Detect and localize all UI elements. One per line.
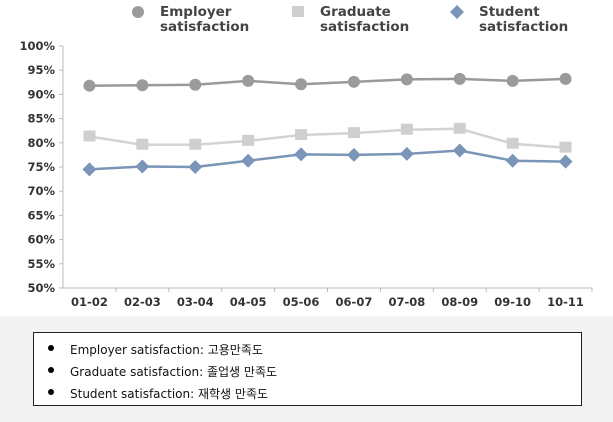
y-tick-label: 100%: [19, 39, 55, 53]
legend-label: Graduate: [320, 4, 391, 20]
x-tick-label: 04-05: [230, 295, 267, 309]
y-tick-label: 70%: [27, 184, 55, 198]
legend-marker-circle: [132, 6, 144, 18]
data-point-square: [400, 123, 413, 135]
data-point-diamond: [452, 143, 467, 158]
legend-label: satisfaction: [320, 19, 409, 35]
data-point-diamond: [505, 153, 520, 168]
legend-label: satisfaction: [160, 19, 249, 35]
data-point-diamond: [346, 147, 361, 162]
data-point-circle: [559, 72, 572, 85]
translation-note-box: Employer satisfaction: 고용만족도 Graduate sa…: [33, 332, 582, 406]
x-tick-label: 03-04: [177, 295, 214, 309]
data-point-circle: [400, 73, 413, 86]
y-tick-label: 75%: [27, 160, 55, 174]
data-point-circle: [136, 79, 149, 92]
data-point-square: [242, 134, 255, 146]
y-tick-label: 55%: [27, 257, 55, 271]
data-point-diamond: [188, 160, 203, 174]
legend-marker-square: [292, 6, 304, 17]
x-tick-label: 09-10: [494, 295, 531, 309]
data-point-square: [83, 130, 96, 142]
data-point-circle: [242, 74, 255, 87]
series-line-circle: [89, 77, 566, 87]
line-chart: 100% 95% 90% 85% 80% 75% 70% 65% 60% 55% 50% 01-02 0…: [19, 4, 593, 309]
data-point-diamond: [558, 154, 573, 169]
bullet-icon: [48, 367, 54, 373]
data-point-square: [506, 137, 519, 149]
y-tick-label: 60%: [27, 233, 55, 247]
x-tick-label: 06-07: [336, 295, 373, 309]
x-tick-label: 10-11: [547, 295, 584, 309]
data-point-diamond: [241, 153, 256, 168]
data-point-diamond: [294, 147, 309, 162]
x-tick-label: 07-08: [388, 295, 425, 309]
data-point-square: [453, 122, 466, 134]
legend-label: satisfaction: [479, 19, 568, 35]
x-tick-label: 02-03: [124, 295, 161, 309]
y-tick-label: 80%: [27, 136, 55, 150]
note-line-graduate: Graduate satisfaction: 졸업생 만족도: [48, 363, 278, 380]
data-point-square: [559, 141, 572, 153]
data-point-circle: [347, 75, 360, 88]
note-text-student: Student satisfaction: 재학생 만족도: [70, 387, 269, 401]
note-text-graduate: Graduate satisfaction: 졸업생 만족도: [70, 365, 278, 379]
data-point-diamond: [399, 146, 414, 161]
data-point-square: [347, 127, 360, 139]
note-line-student: Student satisfaction: 재학생 만족도: [48, 385, 269, 402]
note-text-employer: Employer satisfaction: 고용만족도: [70, 343, 263, 357]
y-tick-label: 65%: [27, 208, 55, 222]
legend-label: Employer: [160, 4, 232, 20]
data-point-circle: [506, 74, 519, 87]
y-tick-label: 90%: [27, 87, 55, 101]
y-tick-label: 50%: [27, 281, 55, 295]
y-tick-label: 85%: [27, 112, 55, 126]
x-tick-label: 01-02: [71, 295, 108, 309]
data-point-circle: [189, 78, 202, 91]
y-tick-label: 95%: [27, 63, 55, 77]
data-point-circle: [83, 79, 96, 92]
legend-marker-diamond: [450, 5, 464, 19]
data-point-circle: [453, 72, 466, 85]
data-point-square: [136, 138, 149, 150]
data-point-square: [295, 129, 308, 141]
x-tick-label: 05-06: [283, 295, 320, 309]
data-point-square: [189, 138, 202, 150]
series-line-square: [89, 127, 566, 149]
series-line-diamond: [89, 149, 566, 171]
data-point-circle: [295, 78, 308, 91]
bullet-icon: [48, 345, 54, 351]
legend-label: Student: [479, 4, 540, 20]
data-point-diamond: [135, 159, 150, 174]
bullet-icon: [48, 389, 54, 395]
chart-panel: 100% 95% 90% 85% 80% 75% 70% 65% 60% 55% 50% 01-02 0…: [0, 0, 613, 316]
x-tick-label: 08-09: [441, 295, 478, 309]
note-line-employer: Employer satisfaction: 고용만족도: [48, 341, 263, 358]
data-point-diamond: [82, 162, 97, 177]
